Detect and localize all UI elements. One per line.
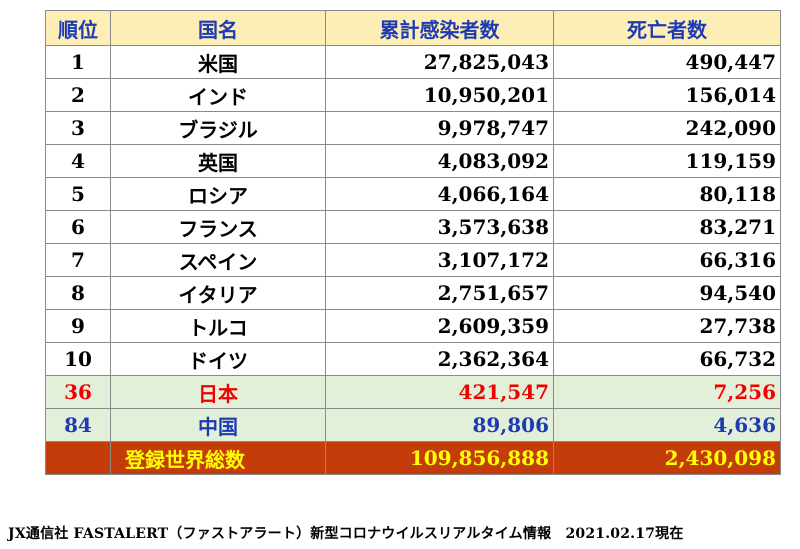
- japan-country-cell: 日本: [110, 375, 326, 409]
- rank-cell: 2: [45, 78, 111, 112]
- cases-cell: 27,825,043: [325, 45, 554, 79]
- country-cell: 英国: [110, 144, 326, 178]
- rank-cell: 7: [45, 243, 111, 277]
- deaths-cell: 490,447: [553, 45, 781, 79]
- cases-cell: 10,950,201: [325, 78, 554, 112]
- covid-ranking-table: 順位 国名 累計感染者数 死亡者数 1 米国 27,825,043 490,447 2…: [45, 10, 781, 475]
- deaths-cell: 242,090: [553, 111, 781, 145]
- table-row: 7 スペイン 3,107,172 66,316: [45, 243, 781, 277]
- deaths-cell: 66,732: [553, 342, 781, 376]
- rank-cell: 9: [45, 309, 111, 343]
- country-cell: スペイン: [110, 243, 326, 277]
- rank-cell: 8: [45, 276, 111, 310]
- country-cell: ロシア: [110, 177, 326, 211]
- cases-cell: 2,609,359: [325, 309, 554, 343]
- header-row: 順位 国名 累計感染者数 死亡者数: [45, 10, 781, 46]
- japan-cases-cell: 421,547: [325, 375, 554, 409]
- country-cell: インド: [110, 78, 326, 112]
- table-row: 6 フランス 3,573,638 83,271: [45, 210, 781, 244]
- rank-cell: 1: [45, 45, 111, 79]
- total-deaths-cell: 2,430,098: [553, 441, 781, 475]
- country-cell: トルコ: [110, 309, 326, 343]
- header-deaths: 死亡者数: [553, 10, 781, 46]
- deaths-cell: 156,014: [553, 78, 781, 112]
- cases-cell: 4,083,092: [325, 144, 554, 178]
- cases-cell: 3,107,172: [325, 243, 554, 277]
- china-deaths-cell: 4,636: [553, 408, 781, 442]
- table-row: 4 英国 4,083,092 119,159: [45, 144, 781, 178]
- country-cell: フランス: [110, 210, 326, 244]
- country-cell: 米国: [110, 45, 326, 79]
- deaths-cell: 119,159: [553, 144, 781, 178]
- header-country: 国名: [110, 10, 326, 46]
- deaths-cell: 83,271: [553, 210, 781, 244]
- table-row: 2 インド 10,950,201 156,014: [45, 78, 781, 112]
- cases-cell: 2,751,657: [325, 276, 554, 310]
- rank-cell: 10: [45, 342, 111, 376]
- table-row: 10 ドイツ 2,362,364 66,732: [45, 342, 781, 376]
- rank-cell: 5: [45, 177, 111, 211]
- china-row: 84 中国 89,806 4,636: [45, 408, 781, 442]
- china-cases-cell: 89,806: [325, 408, 554, 442]
- deaths-cell: 94,540: [553, 276, 781, 310]
- header-rank: 順位: [45, 10, 111, 46]
- source-footer: JX通信社 FASTALERT（ファストアラート）新型コロナウイルスリアルタイム…: [8, 526, 684, 542]
- rank-cell: 6: [45, 210, 111, 244]
- china-country-cell: 中国: [110, 408, 326, 442]
- japan-row: 36 日本 421,547 7,256: [45, 375, 781, 409]
- deaths-cell: 66,316: [553, 243, 781, 277]
- total-rank-cell: [45, 441, 111, 475]
- cases-cell: 2,362,364: [325, 342, 554, 376]
- total-cases-cell: 109,856,888: [325, 441, 554, 475]
- rank-cell: 4: [45, 144, 111, 178]
- china-rank-cell: 84: [45, 408, 111, 442]
- rank-cell: 3: [45, 111, 111, 145]
- table-row: 5 ロシア 4,066,164 80,118: [45, 177, 781, 211]
- cases-cell: 3,573,638: [325, 210, 554, 244]
- cases-cell: 9,978,747: [325, 111, 554, 145]
- japan-deaths-cell: 7,256: [553, 375, 781, 409]
- cases-cell: 4,066,164: [325, 177, 554, 211]
- table-row: 9 トルコ 2,609,359 27,738: [45, 309, 781, 343]
- total-label-cell: 登録世界総数: [110, 441, 326, 475]
- country-cell: イタリア: [110, 276, 326, 310]
- table-row: 8 イタリア 2,751,657 94,540: [45, 276, 781, 310]
- country-cell: ドイツ: [110, 342, 326, 376]
- deaths-cell: 27,738: [553, 309, 781, 343]
- total-row: 登録世界総数 109,856,888 2,430,098: [45, 441, 781, 475]
- table-row: 1 米国 27,825,043 490,447: [45, 45, 781, 79]
- japan-rank-cell: 36: [45, 375, 111, 409]
- header-cases: 累計感染者数: [325, 10, 554, 46]
- table-row: 3 ブラジル 9,978,747 242,090: [45, 111, 781, 145]
- deaths-cell: 80,118: [553, 177, 781, 211]
- country-cell: ブラジル: [110, 111, 326, 145]
